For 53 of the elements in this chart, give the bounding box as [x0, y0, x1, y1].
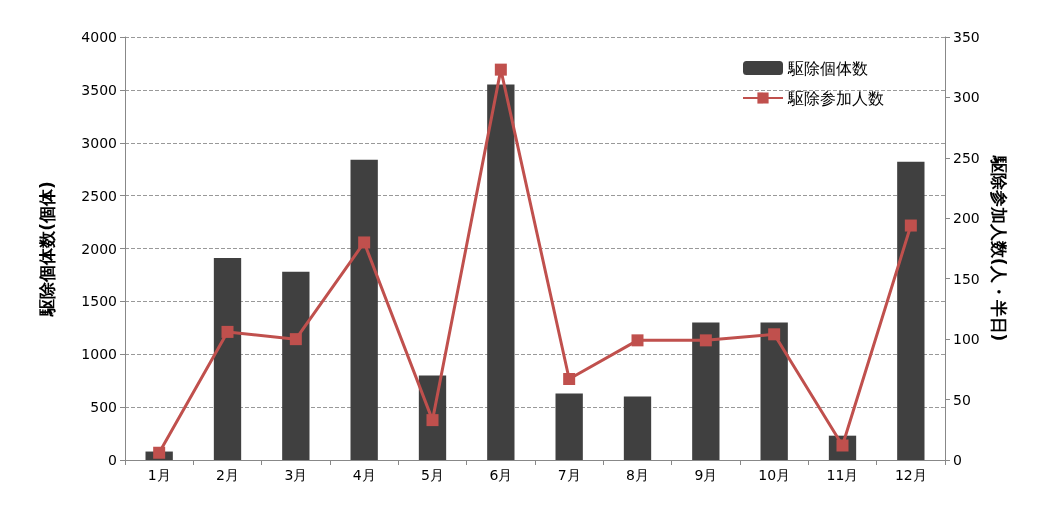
y-tick-label: 1000: [81, 346, 117, 363]
y2-axis-title: 駆除参加人数(人・半日): [989, 154, 1010, 342]
point: [631, 334, 644, 347]
y2-tick-label: 200: [953, 210, 980, 227]
y2-tick-label: 150: [953, 270, 980, 287]
point: [153, 446, 166, 459]
bar: [897, 161, 925, 460]
x-tick-label: 2月: [216, 467, 239, 483]
y2-tick-label: 300: [953, 89, 980, 106]
y-tick-label: 1500: [81, 293, 117, 310]
x-tick-label: 4月: [352, 467, 376, 483]
point: [699, 334, 712, 347]
point: [768, 328, 781, 341]
y2-tick-label: 100: [953, 331, 980, 348]
y-tick-label: 3000: [81, 134, 117, 151]
x-tick-label: 6月: [489, 467, 513, 483]
bar: [213, 258, 242, 460]
y-tick-label: 2000: [81, 240, 117, 257]
x-tick-label: 8月: [626, 467, 649, 483]
y-tick-label: 0: [108, 452, 117, 468]
y2-tick-label: 50: [953, 391, 971, 408]
y-tick-label: 3500: [81, 81, 117, 98]
legend-label: 駆除参加人数: [787, 88, 884, 108]
y-tick-label: 500: [90, 399, 117, 416]
y2-tick-label: 0: [953, 452, 962, 468]
bar: [487, 84, 515, 460]
point: [563, 373, 576, 386]
x-tick-label: 9月: [694, 467, 718, 483]
x-tick-label: 12月: [894, 467, 927, 483]
x-tick-label: 3月: [284, 467, 308, 483]
bar: [692, 322, 720, 460]
point: [289, 333, 302, 346]
y2-tick-label: 350: [953, 29, 980, 45]
bar: [350, 159, 378, 460]
x-tick-label: 7月: [557, 467, 581, 483]
bar: [623, 396, 652, 460]
bar: [555, 393, 583, 460]
point: [358, 236, 371, 249]
y-tick-label: 4000: [81, 29, 117, 45]
point: [494, 63, 507, 76]
y-axis-title: 駆除個体数(個体): [36, 181, 57, 317]
x-tick-label: 10月: [758, 467, 791, 483]
x-tick-label: 11月: [826, 467, 859, 483]
point: [426, 414, 439, 427]
x-tick-label: 1月: [147, 467, 171, 483]
x-tick-label: 5月: [421, 467, 444, 483]
bar: [282, 271, 310, 460]
y2-tick-label: 250: [953, 149, 980, 166]
legend-label: 駆除個体数: [787, 58, 868, 78]
y-tick-label: 2500: [81, 187, 117, 204]
point: [904, 219, 917, 232]
bar: [760, 322, 788, 460]
point: [221, 325, 234, 338]
